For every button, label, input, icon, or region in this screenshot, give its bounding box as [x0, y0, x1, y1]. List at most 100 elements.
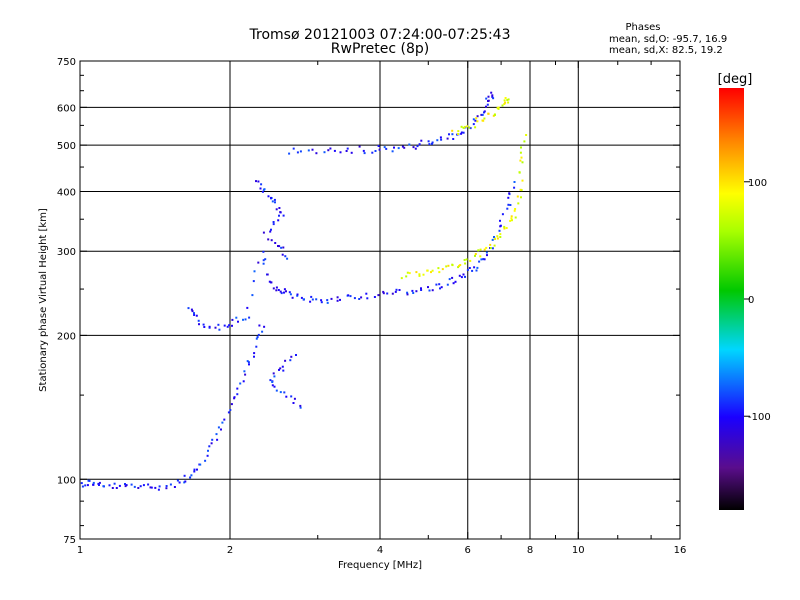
- x-axis: 1 2 4 6 8 10 16: [77, 61, 686, 556]
- data-point-O: [278, 214, 280, 217]
- data-point-O: [326, 301, 329, 304]
- data-point-O: [362, 149, 365, 152]
- data-point-X: [503, 225, 506, 228]
- data-point-O: [493, 236, 495, 238]
- data-point-O: [142, 484, 145, 487]
- data-point-O: [451, 276, 454, 279]
- data-point-O: [207, 449, 209, 452]
- y-axis: 75 100 200 300 400 500 600 750: [57, 57, 680, 546]
- y-tick-label: 750: [57, 57, 76, 68]
- data-point-O: [270, 228, 272, 231]
- data-point-O: [501, 213, 504, 216]
- data-point-O: [391, 150, 394, 153]
- data-point-O: [274, 242, 277, 244]
- data-point-O: [279, 211, 282, 214]
- data-point-O: [217, 426, 220, 429]
- data-point-X: [474, 126, 477, 129]
- data-point-O: [451, 133, 454, 136]
- data-point-X: [451, 263, 454, 266]
- data-point-X: [519, 159, 522, 162]
- data-point-O: [206, 454, 209, 457]
- data-point-O: [195, 314, 198, 317]
- data-point-O: [448, 133, 450, 136]
- data-point-O: [248, 363, 250, 366]
- data-point-X: [479, 248, 482, 251]
- data-point-X: [408, 272, 411, 275]
- data-point-O: [87, 479, 90, 482]
- data-point-X: [400, 277, 403, 280]
- data-point-O: [339, 151, 342, 154]
- y-tick-label: 600: [57, 103, 76, 114]
- data-point-X: [513, 209, 516, 212]
- data-point-O: [279, 367, 282, 370]
- data-point-O: [472, 123, 475, 126]
- data-point-O: [431, 142, 433, 145]
- data-point-O: [272, 223, 275, 226]
- data-point-X: [504, 101, 507, 104]
- data-point-X: [406, 271, 409, 274]
- colorbar-tick-label: 100: [748, 178, 767, 189]
- data-point-O: [289, 359, 292, 362]
- data-point-X: [509, 219, 512, 222]
- data-point-O: [382, 290, 385, 293]
- data-point-O: [483, 258, 486, 261]
- data-point-O: [315, 152, 318, 155]
- legend-o-stats: mean, sd,O: -95.7, 16.9: [609, 34, 727, 45]
- data-point-O: [491, 94, 494, 97]
- data-point-X: [503, 227, 506, 230]
- data-point-O: [284, 359, 287, 362]
- data-point-O: [460, 131, 463, 134]
- data-point-O: [358, 298, 361, 300]
- data-point-O: [431, 141, 434, 144]
- data-point-O: [246, 306, 249, 309]
- data-point-O: [299, 150, 302, 153]
- data-point-O: [439, 136, 442, 139]
- data-point-O: [242, 380, 245, 383]
- data-point-O: [472, 118, 475, 121]
- data-point-O: [480, 113, 483, 116]
- data-point-X: [462, 126, 465, 129]
- data-point-X: [463, 259, 466, 261]
- data-point-X: [483, 117, 486, 120]
- data-point-O: [483, 111, 485, 114]
- data-point-O: [282, 369, 285, 372]
- data-point-O: [275, 289, 278, 292]
- data-point-O: [491, 247, 494, 250]
- data-point-O: [406, 291, 409, 294]
- data-point-O: [253, 270, 256, 273]
- data-point-O: [248, 316, 251, 319]
- data-point-O: [157, 488, 160, 491]
- data-point-O: [412, 146, 415, 149]
- data-point-O: [277, 289, 280, 291]
- data-point-X: [507, 98, 510, 101]
- data-point-O: [283, 288, 286, 291]
- data-point-O: [363, 152, 366, 155]
- data-point-O: [499, 219, 501, 222]
- data-point-X: [517, 202, 520, 205]
- data-point-O: [486, 103, 489, 106]
- y-tick-label: 200: [57, 331, 76, 342]
- data-point-X: [492, 114, 495, 117]
- legend-title: Phases: [625, 22, 660, 33]
- data-point-X: [460, 125, 463, 128]
- data-point-X: [438, 271, 441, 274]
- data-point-O: [81, 485, 84, 488]
- data-point-X: [523, 140, 526, 143]
- data-point-X: [521, 179, 524, 182]
- data-point-O: [509, 204, 512, 206]
- data-point-O: [275, 389, 278, 392]
- data-point-O: [178, 481, 181, 484]
- data-point-O: [215, 433, 218, 436]
- data-point-O: [329, 147, 332, 150]
- data-point-O: [473, 266, 476, 269]
- data-point-X: [466, 125, 469, 128]
- data-point-X: [445, 265, 448, 268]
- data-point-O: [256, 336, 259, 339]
- data-point-O: [193, 470, 196, 473]
- data-point-O: [275, 208, 278, 211]
- data-point-O: [498, 229, 501, 232]
- data-point-O: [80, 482, 83, 485]
- data-point-O: [268, 280, 271, 283]
- data-point-O: [274, 201, 276, 204]
- data-point-O: [150, 486, 153, 489]
